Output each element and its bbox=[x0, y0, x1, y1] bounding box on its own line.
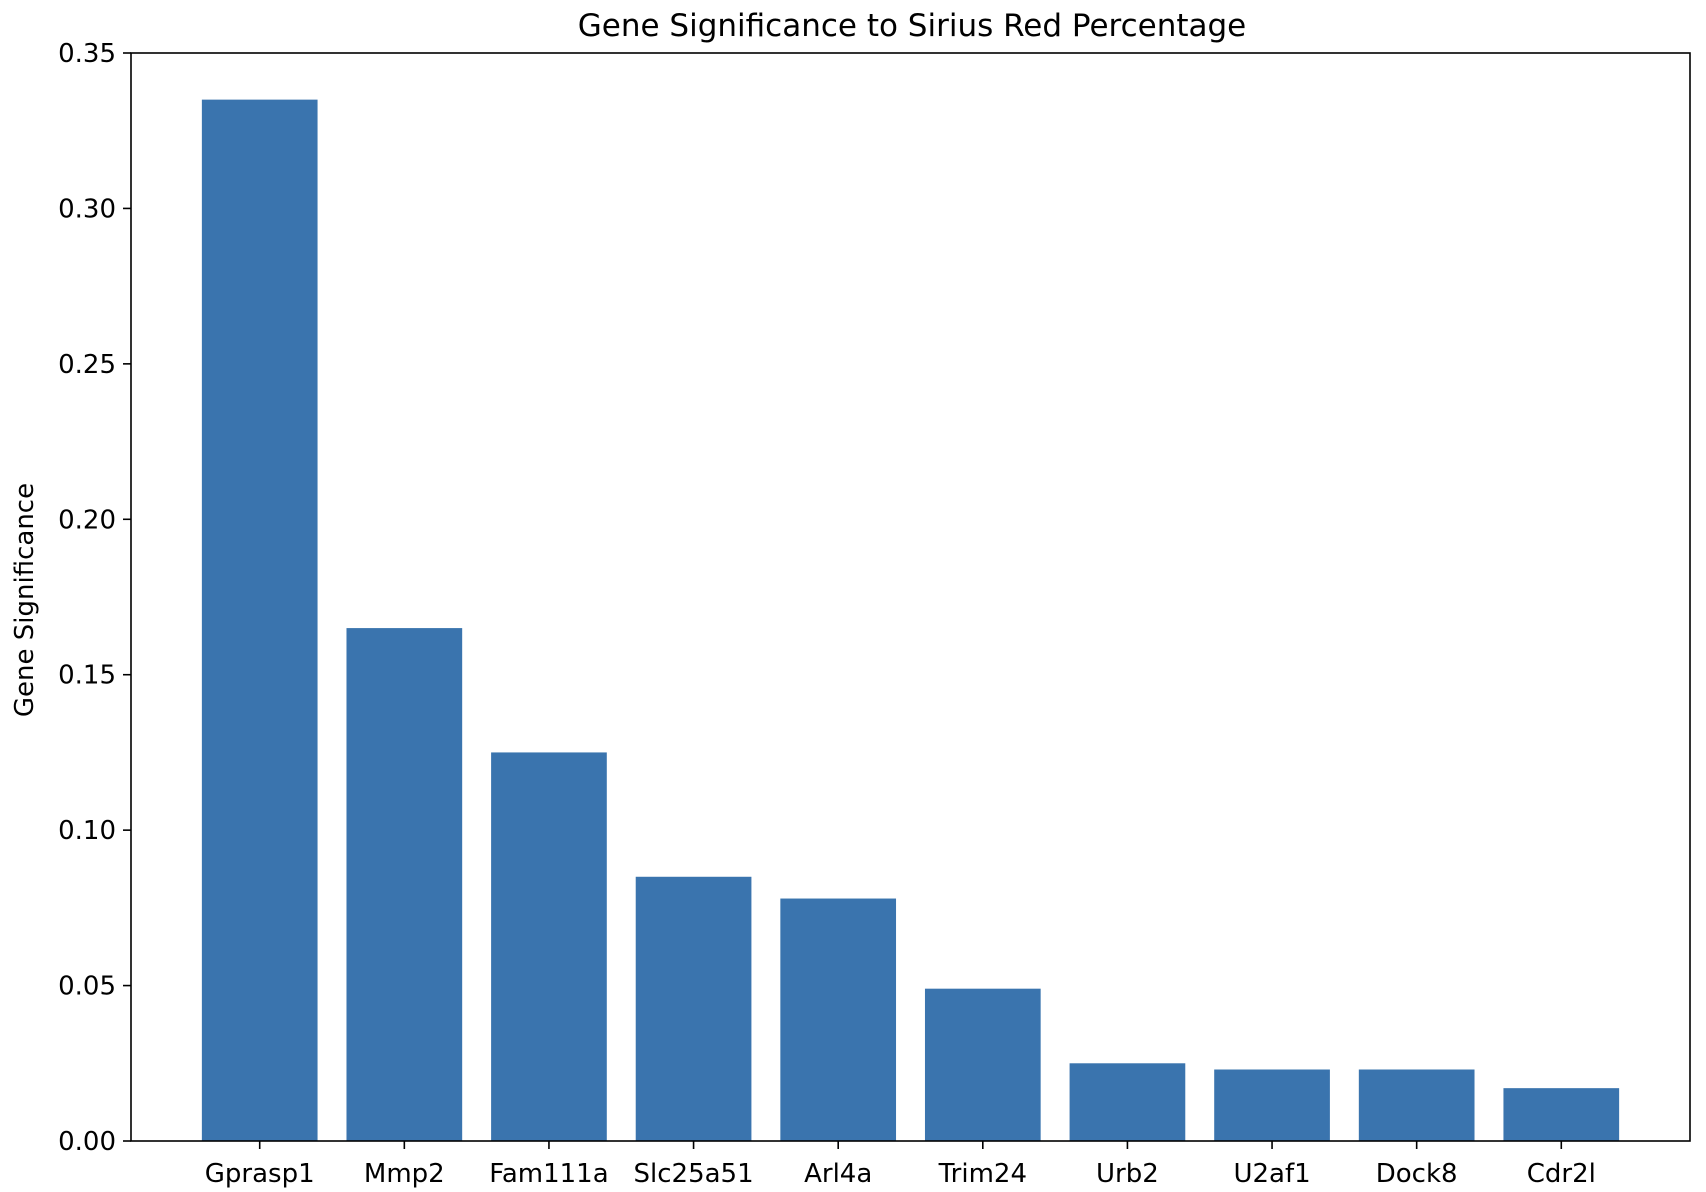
bar-slc25a51 bbox=[635, 876, 752, 1141]
y-tick-label: 0.30 bbox=[58, 194, 116, 224]
bar-cdr2l bbox=[1503, 1088, 1620, 1141]
y-tick-label: 0.00 bbox=[58, 1127, 116, 1157]
bar-gprasp1 bbox=[201, 99, 318, 1142]
bar-mmp2 bbox=[346, 628, 463, 1141]
x-tick-label: Slc25a51 bbox=[634, 1159, 754, 1189]
y-tick-label: 0.20 bbox=[58, 505, 116, 535]
x-tick-label: Fam111a bbox=[489, 1159, 608, 1189]
x-tick-label: Dock8 bbox=[1376, 1159, 1458, 1189]
plot-frame bbox=[130, 52, 1691, 1142]
x-tick-label: Arl4a bbox=[804, 1159, 872, 1189]
bar-dock8 bbox=[1358, 1069, 1475, 1141]
chart-title: Gene Significance to Sirius Red Percenta… bbox=[578, 8, 1247, 44]
y-tick-label: 0.10 bbox=[58, 816, 116, 846]
x-axis-ticks: Gprasp1 Mmp2 Fam111a Slc25a51 Arl4a Trim24 Urb… bbox=[205, 1141, 1596, 1189]
y-tick-label: 0.35 bbox=[58, 39, 116, 69]
y-tick-label: 0.15 bbox=[58, 661, 116, 691]
x-tick-label: Gprasp1 bbox=[205, 1159, 315, 1189]
y-tick-label: 0.25 bbox=[58, 350, 116, 380]
x-tick-label: Mmp2 bbox=[364, 1159, 445, 1189]
x-tick-label: Urb2 bbox=[1096, 1159, 1159, 1189]
bar-u2af1 bbox=[1214, 1069, 1330, 1141]
y-axis-ticks: 0.00 0.05 0.10 0.15 0.20 0.25 0.30 0.35 bbox=[58, 39, 131, 1157]
bar-arl4a bbox=[780, 898, 897, 1141]
x-tick-label: Cdr2l bbox=[1527, 1159, 1596, 1189]
bar-fam111a bbox=[491, 752, 607, 1141]
bar-trim24 bbox=[924, 988, 1041, 1141]
bar-urb2 bbox=[1069, 1063, 1186, 1141]
y-axis-label: Gene Significance bbox=[10, 483, 40, 717]
x-tick-label: U2af1 bbox=[1233, 1159, 1310, 1189]
bars-group bbox=[201, 99, 1620, 1142]
y-tick-label: 0.05 bbox=[58, 972, 116, 1002]
x-tick-label: Trim24 bbox=[938, 1159, 1027, 1189]
